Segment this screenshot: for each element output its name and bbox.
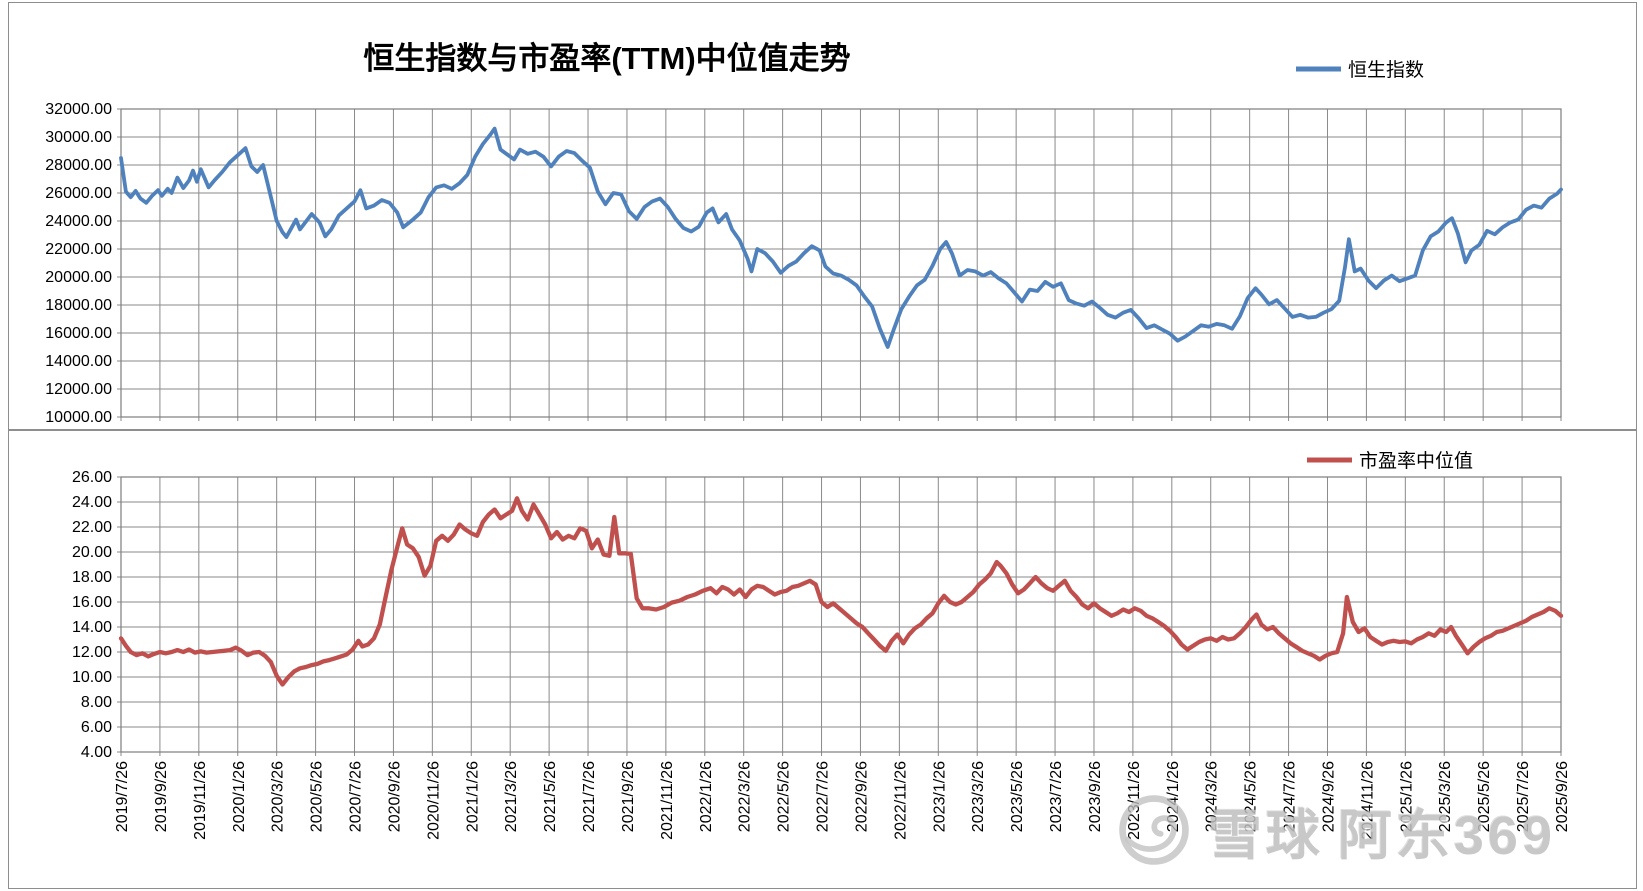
- svg-text:18000.00: 18000.00: [45, 297, 112, 314]
- chart-title: 恒生指数与市盈率(TTM)中位值走势: [363, 41, 850, 76]
- legend-hang-seng: 恒生指数: [1296, 59, 1424, 81]
- svg-text:2024/11/26: 2024/11/26: [1359, 761, 1376, 840]
- svg-text:28000.00: 28000.00: [45, 157, 112, 174]
- svg-text:14.00: 14.00: [72, 619, 112, 636]
- svg-text:16.00: 16.00: [72, 594, 112, 611]
- svg-text:12000.00: 12000.00: [45, 381, 112, 398]
- svg-text:2024/3/26: 2024/3/26: [1204, 761, 1221, 832]
- svg-text:2021/5/26: 2021/5/26: [542, 761, 559, 832]
- svg-text:2022/9/26: 2022/9/26: [853, 761, 870, 832]
- svg-text:2023/11/26: 2023/11/26: [1126, 761, 1143, 840]
- svg-text:2022/3/26: 2022/3/26: [737, 761, 754, 832]
- svg-text:2025/3/26: 2025/3/26: [1437, 761, 1454, 832]
- svg-text:2022/11/26: 2022/11/26: [892, 761, 909, 840]
- svg-text:26.00: 26.00: [72, 469, 112, 486]
- svg-text:2023/9/26: 2023/9/26: [1087, 761, 1104, 832]
- svg-text:20.00: 20.00: [72, 544, 112, 561]
- svg-text:2019/11/26: 2019/11/26: [192, 761, 209, 840]
- legend-pe-median: 市盈率中位值: [1307, 450, 1473, 472]
- svg-text:8.00: 8.00: [81, 694, 112, 711]
- svg-text:2020/7/26: 2020/7/26: [348, 761, 365, 832]
- svg-text:2025/5/26: 2025/5/26: [1476, 761, 1493, 832]
- pe-median-chart-panel: 市盈率中位值 26.00 24.00 22.00 20.00 18.00 16.00 14.…: [8, 430, 1637, 889]
- svg-text:2020/1/26: 2020/1/26: [231, 761, 248, 832]
- svg-text:2021/3/26: 2021/3/26: [503, 761, 520, 832]
- svg-text:22.00: 22.00: [72, 519, 112, 536]
- svg-text:2019/9/26: 2019/9/26: [153, 761, 170, 832]
- x-axis-labels: 2019/7/26 2019/9/26 2019/11/26 2020/1/26 202…: [114, 761, 1571, 840]
- svg-text:2023/5/26: 2023/5/26: [1009, 761, 1026, 832]
- svg-text:2024/9/26: 2024/9/26: [1320, 761, 1337, 832]
- plot-border: [120, 108, 1562, 418]
- svg-text:24000.00: 24000.00: [45, 213, 112, 230]
- svg-text:12.00: 12.00: [72, 644, 112, 661]
- svg-text:2021/7/26: 2021/7/26: [581, 761, 598, 832]
- svg-text:2023/3/26: 2023/3/26: [970, 761, 987, 832]
- svg-text:6.00: 6.00: [81, 719, 112, 736]
- legend-label: 恒生指数: [1348, 59, 1424, 81]
- svg-text:24.00: 24.00: [72, 494, 112, 511]
- svg-text:2023/1/26: 2023/1/26: [931, 761, 948, 832]
- svg-text:2023/7/26: 2023/7/26: [1048, 761, 1065, 832]
- svg-text:4.00: 4.00: [81, 744, 112, 761]
- svg-text:10.00: 10.00: [72, 669, 112, 686]
- svg-text:2020/11/26: 2020/11/26: [425, 761, 442, 840]
- svg-text:2025/9/26: 2025/9/26: [1554, 761, 1571, 832]
- svg-text:18.00: 18.00: [72, 569, 112, 586]
- svg-text:2020/3/26: 2020/3/26: [270, 761, 287, 832]
- svg-text:2022/1/26: 2022/1/26: [698, 761, 715, 832]
- svg-text:32000.00: 32000.00: [45, 101, 112, 118]
- svg-text:2021/1/26: 2021/1/26: [464, 761, 481, 832]
- hang-seng-index-chart-panel: 恒生指数与市盈率(TTM)中位值走势 恒生指数 32000.00 30000.00…: [8, 2, 1637, 430]
- hang-seng-index-chart: 恒生指数与市盈率(TTM)中位值走势 恒生指数 32000.00 30000.00…: [45, 41, 1563, 426]
- svg-text:22000.00: 22000.00: [45, 241, 112, 258]
- y-axis-labels: 32000.00 30000.00 28000.00 26000.00 24000.00…: [45, 101, 112, 426]
- svg-text:2024/5/26: 2024/5/26: [1243, 761, 1260, 832]
- svg-text:14000.00: 14000.00: [45, 353, 112, 370]
- svg-text:2020/5/26: 2020/5/26: [309, 761, 326, 832]
- svg-text:2021/11/26: 2021/11/26: [659, 761, 676, 840]
- svg-text:16000.00: 16000.00: [45, 325, 112, 342]
- pe-median-line: [118, 496, 1564, 687]
- svg-text:2025/1/26: 2025/1/26: [1398, 761, 1415, 832]
- legend-label: 市盈率中位值: [1359, 450, 1473, 472]
- hang-seng-index-line: [119, 126, 1563, 349]
- svg-text:20000.00: 20000.00: [45, 269, 112, 286]
- pe-median-chart: 市盈率中位值 26.00 24.00 22.00 20.00 18.00 16.00 14.…: [72, 450, 1571, 840]
- y-axis-labels: 26.00 24.00 22.00 20.00 18.00 16.00 14.00 12.00…: [72, 469, 112, 761]
- svg-text:2022/7/26: 2022/7/26: [815, 761, 832, 832]
- svg-text:2024/1/26: 2024/1/26: [1165, 761, 1182, 832]
- svg-text:2020/9/26: 2020/9/26: [386, 761, 403, 832]
- svg-text:2024/7/26: 2024/7/26: [1282, 761, 1299, 832]
- svg-text:2021/9/26: 2021/9/26: [620, 761, 637, 832]
- svg-text:2022/5/26: 2022/5/26: [776, 761, 793, 832]
- svg-text:26000.00: 26000.00: [45, 185, 112, 202]
- svg-text:2025/7/26: 2025/7/26: [1515, 761, 1532, 832]
- svg-text:10000.00: 10000.00: [45, 409, 112, 426]
- svg-text:2019/7/26: 2019/7/26: [114, 761, 131, 832]
- svg-text:30000.00: 30000.00: [45, 129, 112, 146]
